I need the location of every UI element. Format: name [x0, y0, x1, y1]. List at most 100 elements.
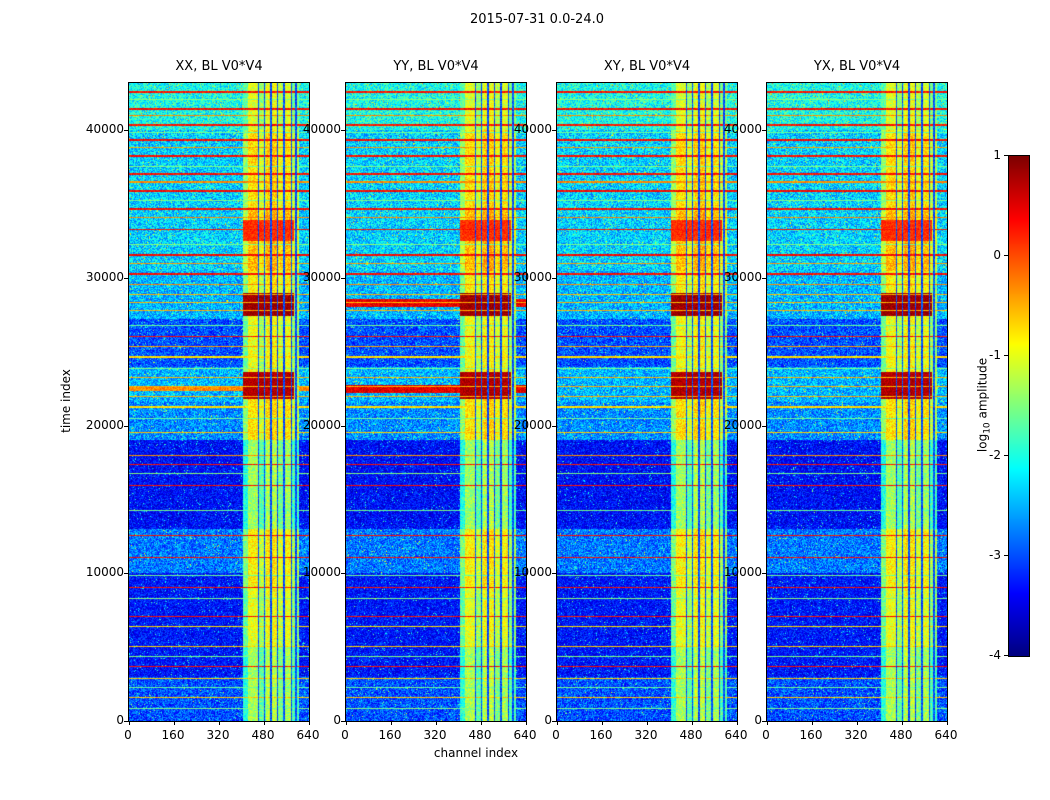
panel-xy: XY, BL V0*V4	[552, 59, 738, 725]
colorbar	[1008, 155, 1030, 657]
y-tick-mark	[341, 277, 345, 279]
figure-title: 2015-07-31 0.0-24.0	[470, 12, 604, 27]
heatmap-canvas-xx	[129, 83, 309, 721]
x-tick-label: 160	[378, 728, 402, 742]
y-tick-label: 0	[754, 713, 762, 727]
x-tick-mark	[692, 721, 693, 725]
colorbar-tick-label: -3	[989, 548, 1001, 562]
panel-yy: YY, BL V0*V4	[341, 59, 527, 725]
y-tick-mark	[762, 130, 766, 132]
colorbar-tick-mark	[1004, 155, 1009, 156]
heatmap-canvas-yy	[346, 83, 526, 721]
y-tick-mark	[552, 721, 556, 722]
x-tick-label: 480	[468, 728, 492, 742]
x-tick-mark	[526, 721, 527, 725]
x-tick-label: 320	[634, 728, 658, 742]
x-tick-mark	[812, 721, 813, 725]
colorbar-tick-mark	[1004, 355, 1009, 356]
x-tick-label: 480	[251, 728, 275, 742]
y-tick-label: 30000	[302, 269, 341, 284]
x-tick-label: 160	[589, 728, 613, 742]
panel-title: YX, BL V0*V4	[813, 59, 901, 74]
x-tick-label: 480	[889, 728, 913, 742]
panel-xx: XX, BL V0*V4	[124, 59, 310, 725]
x-tick-label: 320	[423, 728, 447, 742]
x-tick-mark	[436, 721, 437, 725]
x-tick-mark	[174, 721, 175, 725]
y-tick-mark	[762, 277, 766, 279]
x-tick-label: 640	[513, 728, 537, 742]
x-tick-label: 160	[161, 728, 185, 742]
x-tick-mark	[902, 721, 903, 725]
colorbar-tick-mark	[1004, 255, 1009, 256]
x-tick-mark	[947, 721, 948, 725]
y-tick-mark	[762, 425, 766, 427]
y-tick-mark	[341, 130, 345, 132]
y-tick-label: 30000	[85, 269, 124, 284]
heatmap-canvas-yx	[767, 83, 947, 721]
colorbar-tick-mark	[1004, 555, 1009, 556]
y-tick-label: 20000	[723, 417, 762, 432]
y-tick-mark	[552, 425, 556, 427]
panel-title: XY, BL V0*V4	[603, 59, 691, 74]
x-tick-mark	[767, 721, 768, 725]
x-tick-label: 640	[934, 728, 958, 742]
y-tick-mark	[341, 573, 345, 575]
y-tick-label: 20000	[302, 417, 341, 432]
y-tick-mark	[552, 130, 556, 132]
panel-title: YY, BL V0*V4	[393, 59, 479, 74]
colorbar-label-suffix: amplitude	[975, 357, 990, 423]
x-tick-label: 320	[206, 728, 230, 742]
y-tick-label: 40000	[302, 122, 341, 137]
colorbar-tick-label: -1	[989, 348, 1001, 362]
x-tick-mark	[647, 721, 648, 725]
colorbar-tick-label: -4	[989, 648, 1001, 662]
y-tick-label: 40000	[85, 122, 124, 137]
x-tick-mark	[264, 721, 265, 725]
y-tick-mark	[762, 721, 766, 722]
x-tick-label: 320	[844, 728, 868, 742]
panel-yx: YX, BL V0*V4	[762, 59, 948, 725]
x-tick-mark	[557, 721, 558, 725]
y-tick-mark	[552, 573, 556, 575]
x-tick-label: 640	[296, 728, 320, 742]
colorbar-tick-mark	[1004, 455, 1009, 456]
x-tick-mark	[481, 721, 482, 725]
y-tick-label: 10000	[302, 565, 341, 580]
y-tick-label: 10000	[513, 565, 552, 580]
y-tick-label: 20000	[85, 417, 124, 432]
x-tick-label: 0	[124, 728, 132, 742]
y-tick-label: 30000	[723, 269, 762, 284]
x-tick-label: 0	[552, 728, 560, 742]
y-tick-mark	[762, 573, 766, 575]
x-tick-mark	[391, 721, 392, 725]
x-axis-label: channel index	[433, 746, 519, 760]
heatmap-canvas-xy	[557, 83, 737, 721]
colorbar-label-subscript: 10	[982, 422, 993, 434]
y-tick-label: 40000	[723, 122, 762, 137]
x-tick-label: 160	[799, 728, 823, 742]
panel-title: XX, BL V0*V4	[175, 59, 263, 74]
colorbar-label: log10 amplitude	[975, 358, 992, 452]
x-tick-mark	[857, 721, 858, 725]
x-tick-mark	[309, 721, 310, 725]
y-tick-label: 20000	[513, 417, 552, 432]
y-tick-mark	[124, 425, 128, 427]
x-tick-mark	[129, 721, 130, 725]
y-tick-mark	[124, 130, 128, 132]
colorbar-tick-label: 0	[993, 248, 1001, 262]
y-tick-mark	[124, 721, 128, 722]
x-tick-label: 0	[762, 728, 770, 742]
x-tick-label: 640	[724, 728, 748, 742]
y-tick-label: 0	[116, 713, 124, 727]
x-tick-label: 0	[341, 728, 349, 742]
y-tick-label: 30000	[513, 269, 552, 284]
x-tick-label: 480	[679, 728, 703, 742]
colorbar-tick-label: -2	[989, 448, 1001, 462]
y-tick-label: 40000	[513, 122, 552, 137]
x-tick-mark	[219, 721, 220, 725]
x-tick-mark	[602, 721, 603, 725]
y-tick-mark	[341, 721, 345, 722]
colorbar-tick-label: 1	[993, 148, 1001, 162]
